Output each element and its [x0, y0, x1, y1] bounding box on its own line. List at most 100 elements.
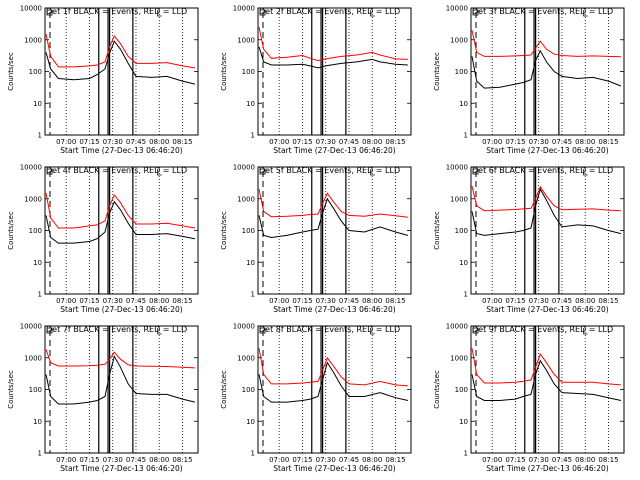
x-axis-label: Start Time (27-Dec-13 06:46:20)	[273, 305, 395, 314]
corner-marker	[46, 327, 53, 334]
plot-frame	[470, 325, 625, 454]
x-tick-label: 07:30	[103, 297, 123, 305]
x-tick-label: 07:45	[126, 138, 146, 146]
x-tick-label: 07:15	[505, 297, 525, 305]
x-tick-label: 07:15	[79, 456, 99, 464]
x-tick-label: 08:15	[385, 456, 405, 464]
x-tick-label: 07:00	[56, 138, 76, 146]
x-tick-label: 08:15	[598, 456, 618, 464]
x-axis-label: Start Time (27-Dec-13 06:46:20)	[60, 146, 182, 155]
events-series-line	[45, 355, 196, 405]
x-tick-label: 08:00	[575, 297, 595, 305]
events-series-line	[258, 46, 408, 69]
y-axis-label: Counts/sec	[433, 52, 441, 91]
plot-frame	[257, 325, 412, 454]
events-series-line	[471, 187, 622, 236]
y-tick-label: 10	[33, 259, 42, 267]
x-axis-label: Start Time (27-Dec-13 06:46:20)	[60, 305, 182, 314]
corner-marker	[370, 328, 375, 335]
events-series-line	[258, 197, 409, 239]
y-tick-label: 100	[29, 68, 42, 76]
y-tick-label: 10	[459, 418, 468, 426]
y-axis-label: Counts/sec	[7, 370, 15, 409]
y-tick-label: 10000	[233, 323, 255, 331]
x-tick-label: 07:45	[552, 456, 572, 464]
y-tick-label: 100	[455, 68, 468, 76]
y-tick-label: 10	[33, 418, 42, 426]
y-tick-label: 10000	[20, 5, 42, 13]
chart-title: Det 7f BLACK = Events, RED = LLD	[46, 325, 187, 334]
x-tick-label: 07:45	[126, 456, 146, 464]
y-tick-label: 10	[246, 259, 255, 267]
chart-title: Det 8f BLACK = Events, RED = LLD	[259, 325, 400, 334]
chart-title: Det 4f BLACK = Events, RED = LLD	[46, 166, 187, 175]
y-tick-label: 100	[455, 227, 468, 235]
corner-marker	[370, 169, 375, 176]
y-tick-label: 1000	[24, 354, 42, 362]
corner-marker	[370, 10, 375, 17]
x-tick-label: 07:00	[269, 297, 289, 305]
x-tick-label: 08:00	[362, 138, 382, 146]
x-tick-label: 07:00	[56, 297, 76, 305]
x-tick-label: 07:00	[56, 456, 76, 464]
lld-series-line	[471, 185, 621, 212]
lld-series-line	[258, 26, 408, 62]
chart-panel: Det 4f BLACK = Events, RED = LLD 07:00 07:…	[7, 164, 199, 314]
y-tick-label: 10000	[20, 164, 42, 172]
y-tick-label: 10	[459, 259, 468, 267]
x-tick-label: 07:15	[292, 297, 312, 305]
plot-frame	[44, 166, 199, 295]
x-tick-label: 07:15	[79, 138, 99, 146]
x-tick-label: 07:00	[269, 138, 289, 146]
x-tick-label: 08:15	[598, 297, 618, 305]
y-axis-label: Counts/sec	[7, 52, 15, 91]
x-tick-label: 07:15	[505, 138, 525, 146]
y-tick-label: 10000	[446, 323, 468, 331]
x-tick-label: 07:15	[292, 138, 312, 146]
y-tick-label: 1000	[450, 36, 468, 44]
chart-title: Det 1f BLACK = Events, RED = LLD	[46, 7, 187, 16]
y-tick-label: 1	[251, 291, 255, 299]
y-tick-label: 1000	[450, 354, 468, 362]
x-tick-label: 07:30	[316, 138, 336, 146]
x-tick-label: 08:15	[172, 456, 192, 464]
x-tick-label: 08:15	[385, 138, 405, 146]
y-tick-label: 1	[464, 132, 468, 140]
y-tick-label: 10000	[20, 323, 42, 331]
plot-frame	[470, 166, 625, 295]
x-tick-label: 08:00	[575, 138, 595, 146]
y-tick-label: 1	[251, 450, 255, 458]
corner-marker	[583, 169, 588, 176]
y-tick-label: 1000	[24, 36, 42, 44]
y-tick-label: 10000	[233, 164, 255, 172]
y-axis-label: Counts/sec	[7, 211, 15, 250]
x-tick-label: 07:45	[339, 138, 359, 146]
x-tick-label: 07:00	[269, 456, 289, 464]
corner-marker	[259, 168, 266, 175]
x-tick-label: 08:00	[149, 456, 169, 464]
corner-marker	[157, 328, 162, 335]
corner-marker	[583, 328, 588, 335]
y-axis-label: Counts/sec	[433, 211, 441, 250]
y-tick-label: 100	[242, 68, 255, 76]
y-tick-label: 100	[455, 386, 468, 394]
chart-title: Det 3f BLACK = Events, RED = LLD	[472, 7, 613, 16]
y-axis-label: Counts/sec	[220, 211, 228, 250]
plot-frame	[470, 7, 625, 136]
y-tick-label: 10	[33, 100, 42, 108]
y-tick-label: 1	[251, 132, 255, 140]
lld-series-line	[471, 30, 621, 58]
x-tick-label: 07:00	[482, 297, 502, 305]
x-tick-label: 07:30	[529, 456, 549, 464]
plot-frame	[44, 7, 199, 136]
events-series-line	[45, 200, 195, 244]
corner-marker	[583, 10, 588, 17]
y-tick-label: 100	[242, 386, 255, 394]
lld-series-line	[45, 34, 195, 69]
corner-marker	[46, 9, 53, 16]
